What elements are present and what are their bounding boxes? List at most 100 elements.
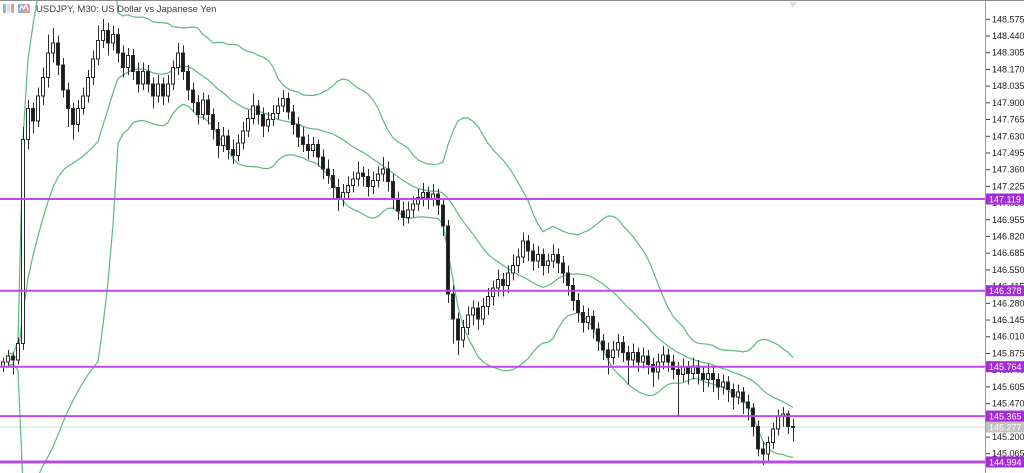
svg-text:145.764: 145.764 <box>989 362 1022 372</box>
bull-candle-body <box>87 78 90 97</box>
axis-tick-label: 147.495 <box>992 148 1024 158</box>
bull-candle-body <box>547 261 550 266</box>
bull-candle-body <box>482 307 485 319</box>
bear-candle-body <box>602 341 605 350</box>
bull-candle-body <box>512 266 515 273</box>
bull-candle-body <box>202 100 205 115</box>
bear-candle-body <box>332 175 335 187</box>
hline-price-label[interactable]: 146.378 <box>986 285 1024 296</box>
bear-candle-body <box>182 53 185 72</box>
axis-tick-label: 146.685 <box>992 248 1024 258</box>
bear-candle-body <box>687 367 690 373</box>
bull-candle-body <box>142 71 145 83</box>
bull-candle-body <box>97 40 100 59</box>
bear-candle-body <box>727 382 730 389</box>
bull-candle-body <box>177 53 180 68</box>
axis-tick-label: 148.035 <box>992 81 1024 91</box>
bear-candle-body <box>67 90 70 109</box>
bollinger-middle-band <box>8 66 793 407</box>
bear-candle-body <box>62 65 65 90</box>
bear-candle-body <box>577 300 580 312</box>
bull-candle-body <box>707 373 710 379</box>
bear-candle-body <box>607 350 610 357</box>
bear-candle-body <box>532 251 535 261</box>
bear-candle-body <box>57 43 60 65</box>
bear-candle-body <box>147 71 150 83</box>
bull-candle-body <box>537 255 540 261</box>
bull-candle-body <box>462 328 465 340</box>
bear-candle-body <box>132 55 135 71</box>
bull-candle-body <box>772 429 775 443</box>
bull-candle-body <box>222 136 225 146</box>
bull-candle-body <box>247 118 250 130</box>
bear-candle-body <box>717 380 720 387</box>
chart-shift-marker <box>789 2 797 8</box>
bull-candle-body <box>272 113 275 119</box>
bear-candle-body <box>337 188 340 199</box>
bull-candle-body <box>487 297 490 307</box>
bull-candle-body <box>92 59 95 78</box>
bear-candle-body <box>122 53 125 68</box>
bull-candle-body <box>7 356 10 362</box>
bear-candle-body <box>362 173 365 177</box>
bull-candle-body <box>22 139 25 343</box>
bollinger-bands <box>8 1 793 473</box>
bear-candle-body <box>287 99 290 113</box>
bear-candle-body <box>262 115 265 126</box>
hline-price-label[interactable]: 147.119 <box>986 193 1024 204</box>
bear-candle-body <box>207 100 210 115</box>
bull-candle-body <box>767 443 770 454</box>
hline-price-label[interactable]: 145.764 <box>986 361 1024 372</box>
bull-candle-body <box>112 34 115 43</box>
bear-candle-body <box>317 144 320 156</box>
bear-candle-body <box>792 427 795 428</box>
bull-candle-body <box>552 255 555 261</box>
bear-candle-body <box>322 157 325 169</box>
bull-candle-body <box>632 352 635 359</box>
svg-text:146.378: 146.378 <box>989 286 1022 296</box>
bear-candle-body <box>12 356 15 360</box>
bear-candle-body <box>572 286 575 301</box>
bear-candle-body <box>742 392 745 402</box>
bull-candle-body <box>662 355 665 362</box>
bull-candle-body <box>267 120 270 126</box>
bear-candle-body <box>647 356 650 365</box>
bull-candle-body <box>82 96 85 108</box>
bull-candle-body <box>17 344 20 360</box>
bear-candle-body <box>162 84 165 96</box>
bear-candle-body <box>402 211 405 217</box>
axis-tick-label: 146.145 <box>992 315 1024 325</box>
bull-candle-body <box>617 342 620 349</box>
bear-candle-body <box>712 373 715 379</box>
hline-price-label[interactable]: 145.365 <box>986 411 1024 422</box>
bull-candle-body <box>722 382 725 387</box>
bear-candle-body <box>762 449 765 454</box>
bull-candle-body <box>372 180 375 186</box>
bear-candle-body <box>302 137 305 144</box>
bull-candle-body <box>422 193 425 198</box>
axis-tick-label: 145.470 <box>992 399 1024 409</box>
bull-candle-body <box>777 417 780 429</box>
bull-candle-body <box>77 109 80 125</box>
bear-candle-body <box>227 136 230 150</box>
bull-candle-body <box>312 144 315 150</box>
svg-text:147.119: 147.119 <box>989 194 1021 204</box>
bull-candle-body <box>47 53 50 78</box>
bull-candle-body <box>42 78 45 97</box>
bear-candle-body <box>117 34 120 53</box>
bear-candle-body <box>392 182 395 199</box>
bear-candle-body <box>622 342 625 352</box>
bull-candle-body <box>497 279 500 288</box>
price-axis[interactable]: 148.575148.440148.305148.170148.035147.9… <box>986 1 1024 473</box>
current-price-label[interactable]: 145.277 <box>986 421 1024 432</box>
bear-candle-body <box>562 263 565 273</box>
candlestick-chart-icon <box>18 0 30 18</box>
axis-tick-label: 147.225 <box>992 181 1024 191</box>
axis-tick-label: 147.765 <box>992 115 1024 125</box>
bull-candle-body <box>157 84 160 96</box>
axis-tick-label: 147.630 <box>992 131 1024 141</box>
bull-candle-body <box>642 356 645 362</box>
hline-price-label[interactable]: 144.994 <box>986 456 1024 467</box>
